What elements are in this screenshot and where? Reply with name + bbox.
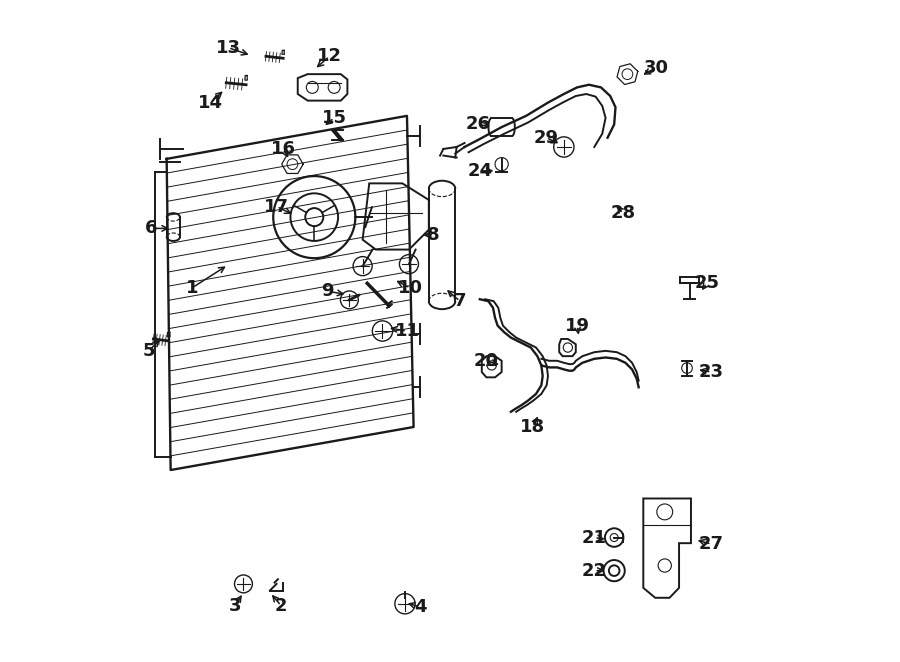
Text: 26: 26 — [465, 115, 491, 134]
Text: 30: 30 — [644, 58, 669, 77]
Text: 20: 20 — [474, 352, 499, 370]
Text: 3: 3 — [229, 596, 241, 615]
Text: 18: 18 — [520, 418, 545, 436]
Text: 28: 28 — [611, 204, 636, 222]
Text: 9: 9 — [321, 282, 334, 301]
Text: 24: 24 — [467, 162, 492, 180]
Text: 7: 7 — [454, 292, 466, 310]
Text: 4: 4 — [414, 598, 427, 616]
Text: 22: 22 — [581, 561, 607, 580]
Text: 19: 19 — [564, 316, 590, 335]
Text: 10: 10 — [398, 279, 423, 297]
Text: 29: 29 — [534, 128, 559, 147]
Text: 25: 25 — [695, 274, 719, 293]
Text: 27: 27 — [699, 535, 724, 553]
Text: 5: 5 — [142, 342, 155, 360]
Text: 6: 6 — [145, 219, 157, 238]
Text: 13: 13 — [216, 38, 240, 57]
Text: 14: 14 — [198, 93, 223, 112]
Text: 2: 2 — [274, 596, 287, 615]
Text: 12: 12 — [317, 47, 342, 66]
Text: 8: 8 — [428, 226, 440, 244]
Text: 23: 23 — [699, 363, 724, 381]
Text: 1: 1 — [185, 279, 198, 297]
Text: 15: 15 — [321, 109, 347, 127]
Text: 11: 11 — [394, 322, 419, 340]
Text: 17: 17 — [264, 197, 289, 216]
Text: 21: 21 — [581, 528, 607, 547]
Text: 16: 16 — [271, 140, 296, 158]
